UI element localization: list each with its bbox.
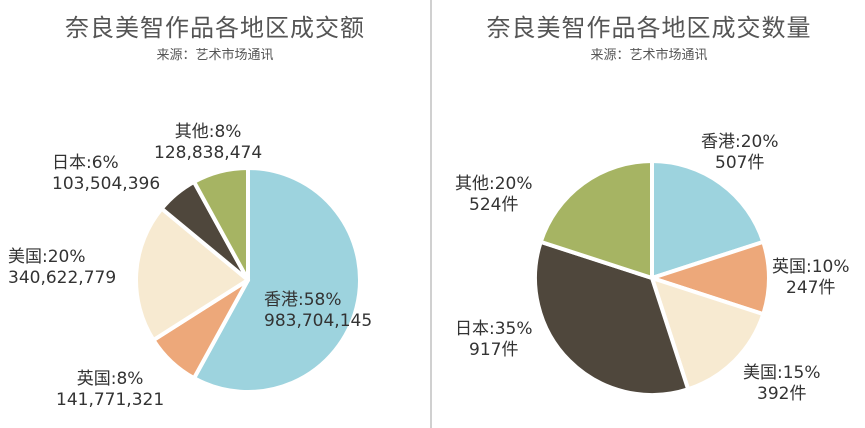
pie-slice-japan (533, 239, 691, 397)
slice-label-other: 其他:20% 524件 (455, 174, 533, 215)
slice-label-hongkong: 香港:58% 983,704,145 (264, 290, 373, 331)
slice-label-uk: 英国:10% 247件 (772, 257, 850, 298)
pie-slice-other (538, 159, 654, 280)
pie-chart-amount (134, 166, 362, 394)
slice-label-usa: 美国:15% 392件 (743, 363, 821, 404)
chart-title: 奈良美智作品各地区成交数量 (486, 14, 812, 42)
chart-subtitle: 来源：艺术市场通讯 (590, 48, 708, 63)
slice-label-uk: 英国:8% 141,771,321 (56, 369, 165, 410)
panel-divider (430, 0, 432, 428)
slice-label-usa: 美国:20% 340,622,779 (8, 247, 117, 288)
chart-title: 奈良美智作品各地区成交额 (65, 14, 365, 42)
pie-slice-hongkong (192, 166, 362, 394)
chart-panel-count: 奈良美智作品各地区成交数量 来源：艺术市场通讯 香港:20% 507件 英国:1… (433, 0, 865, 428)
slice-label-japan: 日本:35% 917件 (455, 319, 533, 360)
pie-slice-hongkong (650, 159, 766, 280)
chart-panel-amount: 奈良美智作品各地区成交额 来源：艺术市场通讯 香港:58% 983,704,14… (0, 0, 430, 428)
slice-label-japan: 日本:6% 103,504,396 (52, 153, 161, 194)
pie-slice-usa (134, 206, 250, 343)
pie-chart-count (533, 159, 771, 397)
pie-slice-other (192, 166, 250, 282)
slice-label-hongkong: 香港:20% 507件 (701, 132, 779, 173)
chart-subtitle: 来源：艺术市场通讯 (156, 48, 274, 63)
slice-label-other: 其他:8% 128,838,474 (154, 122, 263, 163)
